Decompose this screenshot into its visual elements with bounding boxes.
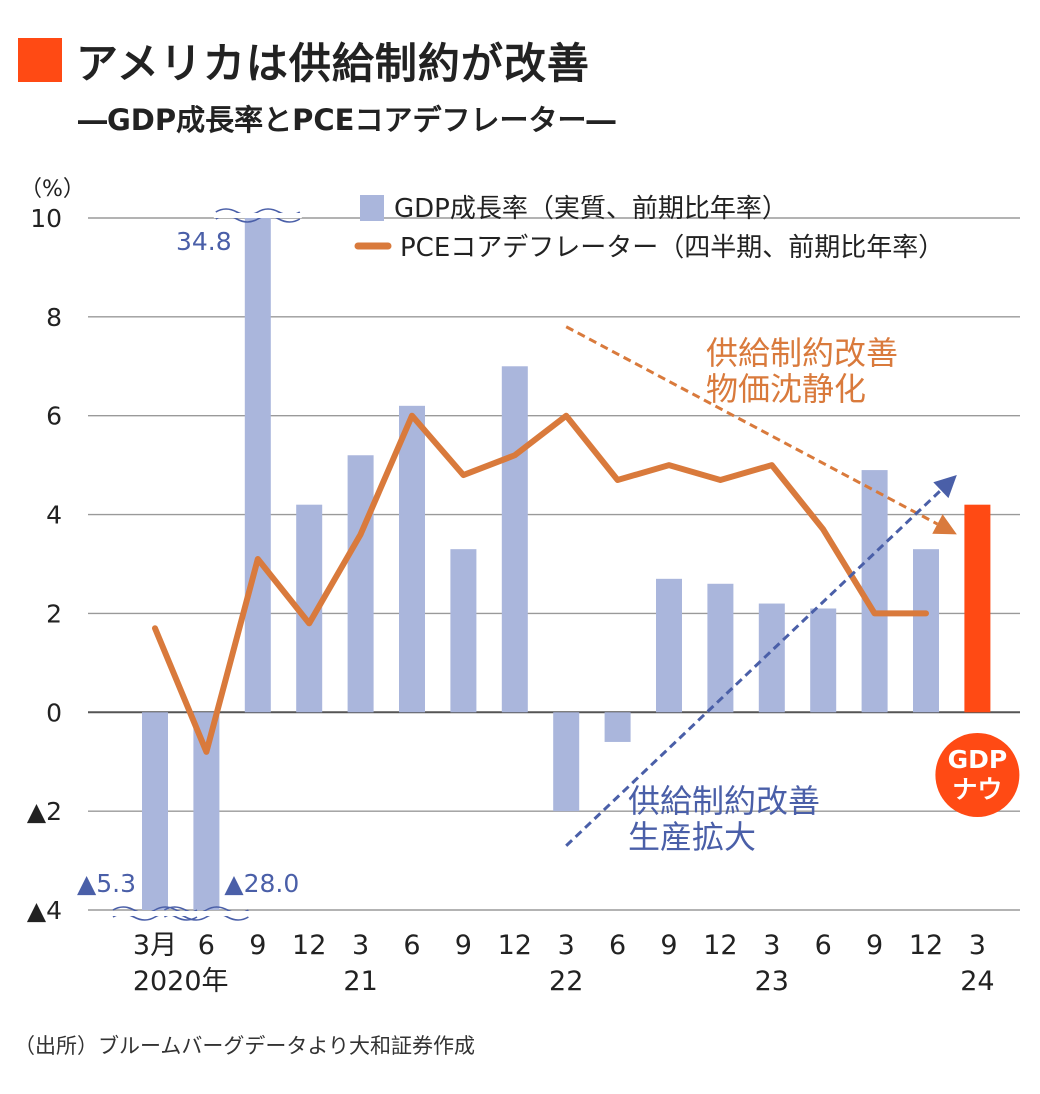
x-month-label: 9 [249,930,266,961]
y-tick-label: 10 [30,204,62,233]
legend-pce-label: PCEコアデフレーター（四半期、前期比年率） [400,233,944,263]
legend-gdp-label: GDP成長率（実質、前期比年率） [394,194,788,224]
blue-trend-arrow-shaft [565,489,942,847]
axis-break-gap [162,911,251,916]
x-month-label: 3 [969,930,986,961]
chart-subtitle: ―GDP成長率とPCEコアデフレーター― [78,103,616,137]
x-year-label: 22 [549,966,583,997]
gdp-bar [501,366,528,713]
gdp-bar [810,608,837,713]
y-tick-label: 2 [46,599,62,628]
bar-value-label: ▲5.3 [77,869,136,898]
gdp-bar [758,603,785,713]
gdp-bar [347,455,374,713]
y-tick-label: 6 [46,402,62,431]
annotation-text: 生産拡大 [628,818,756,856]
gdp-bar [450,549,477,713]
title-block: アメリカは供給制約が改善 [18,34,590,88]
x-month-label: 12 [703,930,737,961]
x-month-label: 3 [763,930,780,961]
legend-gdp-swatch [360,195,384,221]
y-tick-label: 8 [46,303,62,332]
legend: GDP成長率（実質、前期比年率） PCEコアデフレーター（四半期、前期比年率） [354,194,944,263]
gdp-bar [142,712,168,910]
x-month-label: 9 [866,930,883,961]
x-month-label: 12 [292,930,326,961]
x-month-label: 6 [198,930,215,961]
axis-break-marks [111,208,302,921]
annotation-text: 供給制約改善 [706,334,898,372]
y-tick-label: 0 [46,698,62,727]
x-month-label: 6 [403,930,420,961]
x-year-label: 24 [960,966,994,997]
x-month-label: 9 [455,930,472,961]
gdpnow-label: ナウ [952,775,1002,804]
x-month-label: 3 [558,930,575,961]
axis-break-gap [213,213,302,218]
x-year-label: 21 [343,966,377,997]
orange-trend-arrow-shaft [565,325,939,526]
gdp-bar [244,218,271,713]
chart-title: アメリカは供給制約が改善 [76,38,590,88]
gdp-bar [399,405,425,713]
gdp-bar [707,583,734,713]
x-month-label: 12 [909,930,943,961]
bar-value-label: ▲28.0 [224,869,299,898]
x-year-label: 2020年 [133,966,229,997]
gdp-bar [553,712,580,812]
x-month-label: 3月 [133,930,177,961]
title-marker-square [18,38,62,82]
x-month-label: 6 [815,930,832,961]
gdpnow-label: GDP [948,745,1008,774]
x-month-label: 3 [352,930,369,961]
y-tick-label: ▲2 [27,797,62,826]
y-tick-label: ▲4 [27,896,62,925]
gdp-bar [604,712,631,742]
x-year-label: 23 [755,966,789,997]
pce-line [152,412,929,755]
gdp-bar [913,549,939,713]
gdpnow-bar [964,504,991,713]
blue-trend-arrow-head [933,475,957,499]
pce-line-layer [152,412,929,755]
orange-trend-arrow-head [932,514,957,535]
y-tick-label: 4 [46,501,62,530]
x-month-label: 6 [609,930,626,961]
x-month-label: 9 [660,930,677,961]
gdpnow-badge [935,733,1020,817]
gdp-bars [142,218,1020,910]
bar-value-label: 34.8 [176,227,232,256]
gdp-bar [656,578,682,713]
gdp-bar [861,470,888,713]
source-note: （出所）ブルームバーグデータより大和証券作成 [14,1034,475,1058]
annotation-text: 供給制約改善 [628,782,820,820]
axis-break-gap [111,911,199,916]
x-month-label: 12 [498,930,532,961]
annotation-text: 物価沈静化 [706,370,866,408]
y-unit-label: （%） [20,177,85,202]
trend-arrows [565,325,957,847]
